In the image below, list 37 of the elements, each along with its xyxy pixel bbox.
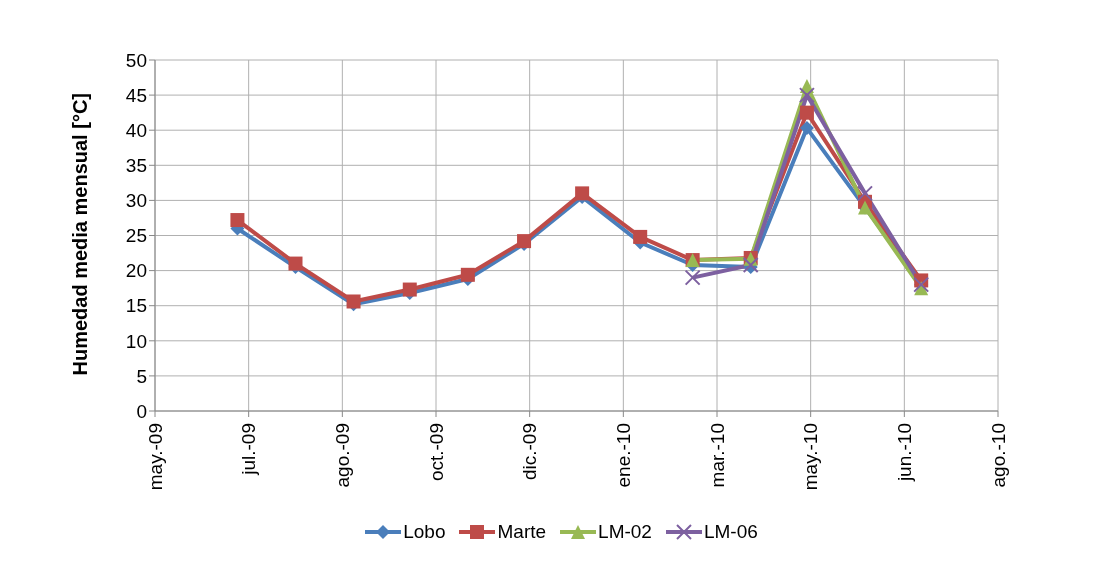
x-tick-label: oct.-09 <box>425 423 447 482</box>
legend-label: LM-02 <box>598 521 652 543</box>
legend-label: Lobo <box>403 521 446 543</box>
legend-label: LM-06 <box>703 521 758 543</box>
y-tick-label: 50 <box>125 49 147 71</box>
point <box>742 256 759 273</box>
point <box>633 229 648 244</box>
x-tick-label: ago.-09 <box>331 423 353 488</box>
point <box>798 87 815 104</box>
point <box>856 185 873 202</box>
y-tick-label: 25 <box>125 225 147 247</box>
y-tick-label: 15 <box>125 295 147 317</box>
y-tick-label: 0 <box>136 400 147 422</box>
point <box>684 269 701 286</box>
x-tick-label: may.-10 <box>800 423 822 491</box>
y-axis-title: Humedad media mensual [°C] <box>69 93 92 376</box>
y-tick-label: 10 <box>125 330 147 352</box>
y-tick-label: 30 <box>125 190 147 212</box>
point <box>799 121 814 136</box>
x-tick-label: ene.-10 <box>612 423 634 488</box>
point <box>402 282 417 297</box>
y-tick-label: 5 <box>136 365 147 387</box>
point <box>230 213 245 228</box>
x-tick-label: may.-09 <box>144 423 166 491</box>
legend-label: Marte <box>497 521 547 543</box>
x-tick-label: jun.-10 <box>893 423 915 483</box>
y-tick-label: 20 <box>125 260 147 282</box>
x-tick-label: mar.-10 <box>706 423 728 488</box>
x-tick-label: jul.-09 <box>238 423 260 476</box>
y-tick-label: 40 <box>125 119 147 141</box>
x-tick-label: dic.-09 <box>519 423 541 481</box>
x-tick-label: ago.-10 <box>987 423 1009 488</box>
point <box>460 267 475 282</box>
point <box>799 105 814 120</box>
point <box>288 256 303 271</box>
y-tick-label: 45 <box>125 84 147 106</box>
y-tick-label: 35 <box>125 155 147 177</box>
